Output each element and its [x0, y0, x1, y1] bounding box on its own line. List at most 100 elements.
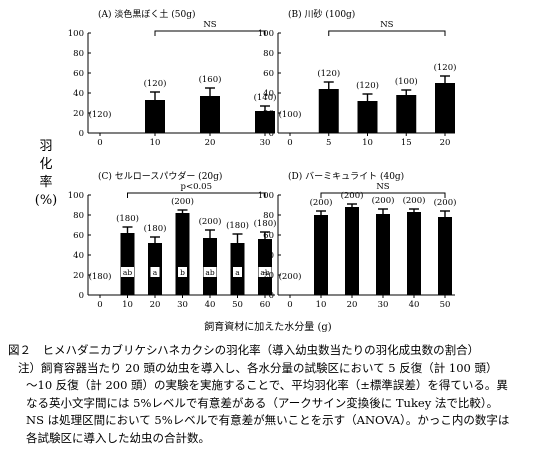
bar — [200, 96, 220, 133]
x-tick-label: 50 — [232, 300, 243, 310]
y-tick-label: 20 — [263, 109, 274, 119]
y-tick-label: 40 — [263, 89, 274, 99]
caption-note-3: なる英小文字間には 5%レベルで有意差がある（アークサイン変換後に Tukey … — [26, 395, 499, 410]
y-tick-label: 0 — [79, 129, 84, 139]
figure-canvas: 羽 化 率 (%) (A) 淡色黒ぼく土 (50g)0204060801000(… — [35, 8, 457, 333]
x-tick-label: 0 — [287, 138, 292, 148]
y-tick-label: 80 — [73, 211, 84, 221]
n-label: (180) — [89, 271, 112, 282]
y-tick-label: 0 — [269, 129, 274, 139]
sig-letter-box — [258, 267, 272, 277]
y-tick-label: 0 — [79, 291, 84, 301]
n-label: (200) — [199, 216, 222, 227]
bar — [357, 101, 378, 133]
x-tick-label: 15 — [401, 138, 412, 148]
bar — [145, 100, 165, 133]
y-label-char-1: 羽 — [39, 139, 52, 154]
y-tick-label: 20 — [73, 271, 84, 281]
panel-d-chart: (D) バーミキュライト (40g) 0 20 40 60 80 100 0 (200) 10 (2… — [258, 171, 457, 310]
bar — [175, 213, 190, 295]
significance-label: NS — [203, 20, 216, 30]
sig-letter-box — [150, 267, 160, 277]
n-label: (180) — [144, 223, 167, 234]
bar — [435, 83, 455, 133]
n-label: (100) — [395, 76, 418, 87]
y-tick-label: 100 — [68, 191, 84, 201]
x-tick-label: 50 — [440, 300, 451, 310]
sig-letter-box — [233, 267, 242, 277]
sig-letter: a — [235, 268, 240, 277]
n-label: (120) — [89, 109, 112, 120]
y-tick-label: 80 — [73, 49, 84, 59]
bar — [314, 215, 328, 295]
shared-y-label: 羽 化 率 (%) — [35, 139, 58, 208]
y-tick-label: 80 — [263, 211, 274, 221]
y-tick-label: 100 — [68, 29, 84, 39]
bar — [318, 89, 339, 133]
x-tick-label: 40 — [205, 300, 216, 310]
significance-label: p<0.05 — [181, 182, 213, 192]
n-label: (120) — [356, 80, 379, 91]
n-label: (200) — [171, 196, 194, 207]
y-tick-label: 40 — [73, 89, 84, 99]
significance-bracket — [127, 192, 266, 198]
y-tick-label: 60 — [73, 231, 84, 241]
n-label: (100) — [279, 109, 302, 120]
y-tick-label: 20 — [73, 109, 84, 119]
significance-bracket — [154, 30, 266, 36]
y-label-char-3: 率 — [39, 174, 52, 190]
panel-title: (A) 淡色黒ぼく土 (50g) — [98, 8, 195, 20]
panel-title: (B) 川砂 (100g) — [288, 8, 355, 20]
y-label-char-2: 化 — [39, 157, 52, 172]
y-tick-label: 0 — [269, 291, 274, 301]
bar — [120, 233, 135, 295]
caption-note-1: 注）飼育容器当たり 20 頭の幼虫を導入し、各水分量の試験区において 5 反復（… — [18, 360, 498, 375]
y-tick-label: 40 — [263, 251, 274, 261]
bar — [407, 212, 421, 295]
sig-letter: ab — [205, 268, 214, 277]
n-label: (200) — [310, 197, 333, 208]
shared-x-label: 飼育資材に加えた水分量 (g) — [204, 320, 331, 333]
x-tick-label: 60 — [260, 300, 271, 310]
n-label: (180) — [226, 220, 249, 231]
y-tick-label: 100 — [258, 29, 274, 39]
x-tick-label: 10 — [122, 300, 133, 310]
y-tick-label: 80 — [263, 49, 274, 59]
x-tick-label: 40 — [409, 300, 420, 310]
x-tick-label: 30 — [177, 300, 188, 310]
x-tick-label: 0 — [287, 300, 292, 310]
sig-letter: ab — [123, 268, 132, 277]
x-tick-label: 0 — [97, 300, 102, 310]
x-tick-label: 30 — [260, 138, 271, 148]
x-tick-label: 20 — [150, 300, 161, 310]
n-label: (180) — [116, 213, 139, 224]
caption-note-2: ～10 反復（計 200 頭）の実験を実施することで、平均羽化率（±標準誤差）を… — [26, 378, 508, 392]
n-label: (200) — [279, 271, 302, 282]
x-tick-label: 10 — [316, 300, 327, 310]
n-label: (120) — [144, 78, 167, 89]
sig-letter: ab — [260, 268, 269, 277]
caption-title: 図２ ヒメハダニカブリケシハネカクシの羽化率（導入幼虫数当たりの羽化成虫数の割合… — [8, 343, 480, 357]
panel-title: (C) セルロースパウダー (20g) — [98, 170, 222, 182]
n-label: (160) — [199, 74, 222, 85]
n-label: (120) — [434, 62, 457, 73]
significance-label: NS — [380, 20, 393, 30]
caption-note-5: 各試験区に導入した幼虫の合計数。 — [26, 430, 210, 445]
sig-letter: b — [180, 268, 185, 277]
n-label: (120) — [317, 68, 340, 79]
x-tick-label: 20 — [440, 138, 451, 148]
x-tick-label: 20 — [347, 300, 358, 310]
sig-letter-box — [178, 267, 187, 277]
bar — [345, 207, 359, 295]
x-tick-label: 5 — [326, 138, 331, 148]
figure-caption: 図２ ヒメハダニカブリケシハネカクシの羽化率（導入幼虫数当たりの羽化成虫数の割合… — [8, 342, 544, 447]
y-tick-label: 60 — [73, 69, 84, 79]
x-tick-label: 0 — [97, 138, 102, 148]
y-tick-label: 40 — [73, 251, 84, 261]
bar — [255, 111, 275, 133]
y-tick-label: 60 — [263, 69, 274, 79]
x-tick-label: 10 — [362, 138, 373, 148]
x-tick-label: 10 — [150, 138, 161, 148]
x-tick-label: 30 — [378, 300, 389, 310]
y-tick-label: 20 — [263, 271, 274, 281]
